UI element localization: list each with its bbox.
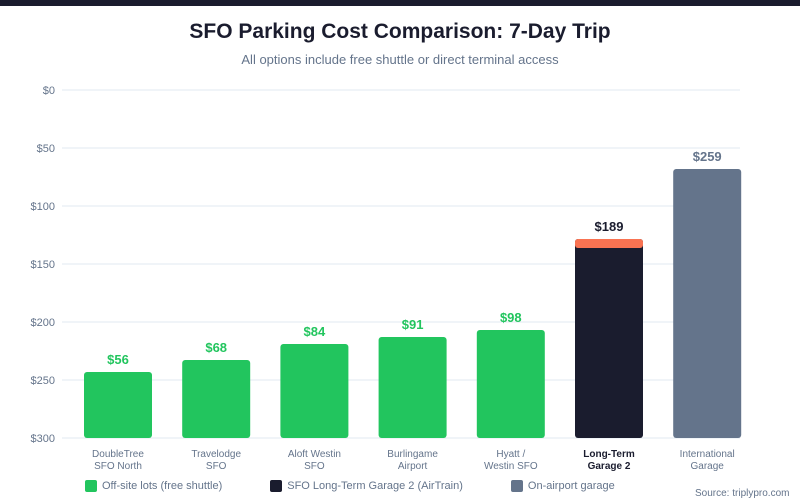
legend-label: Off-site lots (free shuttle)	[102, 480, 223, 492]
x-tick-label: Travelodge	[191, 449, 241, 460]
data-label: $91	[402, 317, 424, 332]
legend-swatch	[270, 480, 283, 492]
x-tick-label: International	[680, 449, 735, 460]
x-tick-label: DoubleTree	[92, 449, 144, 460]
data-label: $259	[693, 149, 722, 164]
x-tick-label: SFO	[304, 461, 325, 472]
x-tick-label: Garage 2	[588, 461, 631, 472]
x-tick-label: Westin SFO	[484, 461, 538, 472]
x-tick-label: SFO	[206, 461, 227, 472]
x-tick-label: Burlingame	[387, 449, 438, 460]
legend: Off-site lots (free shuttle) SFO Long-Ter…	[85, 480, 663, 492]
legend-swatch	[510, 480, 523, 492]
chart-subtitle: All options include free shuttle or dire…	[241, 52, 559, 67]
bar	[182, 360, 251, 438]
data-label: $84	[304, 324, 326, 339]
bar	[476, 330, 545, 438]
legend-item: SFO Long-Term Garage 2 (AirTrain)	[270, 480, 463, 492]
data-label: $98	[500, 310, 522, 325]
y-tick-label: $200	[31, 317, 55, 329]
legend-label: SFO Long-Term Garage 2 (AirTrain)	[287, 480, 463, 492]
bar	[84, 372, 152, 438]
x-tick-label: Hyatt /	[496, 449, 525, 460]
legend-label: On-airport garage	[527, 480, 615, 492]
y-tick-label: $250	[31, 375, 55, 387]
legend-item: On-airport garage	[510, 480, 615, 492]
data-label: $189	[595, 219, 624, 234]
y-tick-label: $300	[31, 433, 55, 445]
bar	[673, 169, 742, 438]
x-tick-label: Aloft Westin	[288, 449, 341, 460]
data-label: $68	[205, 340, 227, 355]
y-tick-label: $100	[31, 201, 55, 213]
top-bar	[0, 0, 800, 6]
y-tick-label: $150	[31, 259, 55, 271]
y-tick-label: $0	[43, 85, 55, 97]
bar	[575, 239, 643, 438]
x-tick-label: Airport	[398, 461, 428, 472]
x-tick-label: Long-Term	[583, 449, 635, 460]
bar	[378, 337, 447, 438]
x-tick-label: SFO North	[94, 461, 142, 472]
bar	[280, 344, 349, 438]
legend-item: Off-site lots (free shuttle)	[85, 480, 222, 492]
bar-accent	[575, 239, 643, 248]
chart-title: SFO Parking Cost Comparison: 7-Day Trip	[189, 20, 611, 43]
source-note: Source: triplypro.com	[695, 488, 790, 499]
x-tick-label: Garage	[691, 461, 725, 472]
data-label: $56	[107, 352, 129, 367]
y-tick-label: $50	[37, 143, 55, 155]
legend-swatch	[85, 480, 97, 492]
